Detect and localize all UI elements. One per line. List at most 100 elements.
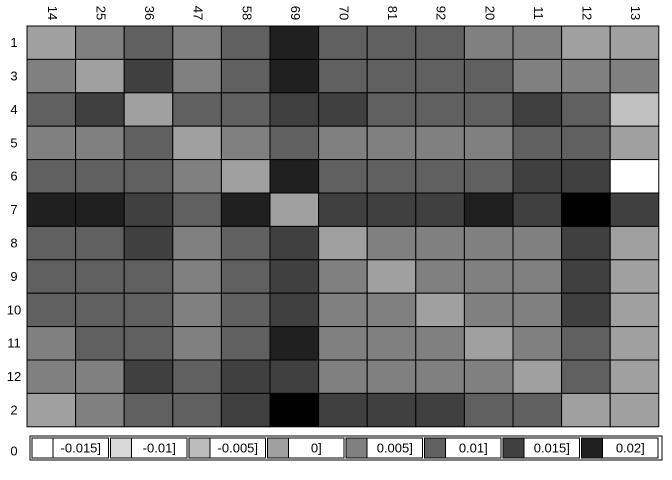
- x-tick-label: 58: [239, 6, 254, 20]
- legend-label: -0.015]: [61, 440, 101, 455]
- heatmap-cell: [269, 392, 320, 428]
- heatmap-cell: [26, 326, 77, 361]
- heatmap-cell: [123, 159, 174, 194]
- legend-label: -0.005]: [218, 440, 258, 455]
- heatmap-cell: [609, 92, 660, 127]
- heatmap-cell: [609, 58, 660, 94]
- heatmap-cell: [75, 159, 125, 194]
- heatmap-cell: [561, 25, 611, 60]
- heatmap-cell: [26, 159, 77, 194]
- legend-label: 0.01]: [459, 440, 488, 455]
- heatmap-cell: [366, 125, 417, 161]
- legend-label: 0.015]: [534, 440, 570, 455]
- legend-label-box: [209, 437, 266, 459]
- heatmap-cell: [318, 225, 368, 261]
- heatmap-cell: [512, 58, 563, 94]
- heatmap-cell: [609, 159, 660, 194]
- legend-label-box: [366, 437, 423, 459]
- heatmap-cell: [415, 25, 465, 60]
- legend-label-box: [523, 437, 580, 459]
- heatmap-cell: [220, 25, 271, 60]
- legend-label-box: [602, 437, 659, 459]
- heatmap-cell: [123, 92, 174, 127]
- heatmap-cell: [609, 225, 660, 261]
- heatmap-cell: [172, 25, 222, 60]
- y-tick-label: 9: [10, 269, 17, 284]
- y-tick-label: 4: [10, 102, 17, 117]
- heatmap-cell: [75, 58, 125, 94]
- legend-swatch: [581, 437, 603, 459]
- heatmap-cells: [26, 25, 660, 428]
- heatmap-cell: [318, 159, 368, 194]
- heatmap-cell: [220, 125, 271, 161]
- heatmap-cell: [123, 392, 174, 428]
- heatmap-cell: [172, 326, 222, 361]
- heatmap-cell: [220, 292, 271, 328]
- x-tick-label: 36: [142, 6, 157, 20]
- x-tick-label: 25: [93, 6, 108, 20]
- heatmap-cell: [220, 225, 271, 261]
- heatmap-cell: [366, 392, 417, 428]
- heatmap-cell: [609, 125, 660, 161]
- heatmap-cell: [220, 192, 271, 227]
- heatmap-cell: [415, 326, 465, 361]
- x-axis-labels: 14 25 36 47 58 69 70 81 92 20 11 12 13: [45, 6, 643, 20]
- heatmap-cell: [463, 292, 514, 328]
- heatmap-cell: [75, 326, 125, 361]
- heatmap-cell: [123, 359, 174, 394]
- x-tick-label: 81: [385, 6, 400, 20]
- heatmap-cell: [269, 259, 320, 294]
- heatmap-cell: [561, 259, 611, 294]
- heatmap-cell: [463, 392, 514, 428]
- heatmap-cell: [561, 326, 611, 361]
- legend-label: 0.02]: [616, 440, 645, 455]
- heatmap-cell: [609, 292, 660, 328]
- heatmap-cell: [512, 225, 563, 261]
- heatmap-cell: [415, 359, 465, 394]
- heatmap-cell: [172, 192, 222, 227]
- x-tick-label: 14: [45, 6, 60, 20]
- heatmap-cell: [75, 192, 125, 227]
- heatmap-cell: [609, 359, 660, 394]
- heatmap-cell: [75, 225, 125, 261]
- heatmap-cell: [220, 392, 271, 428]
- y-axis-labels: 1 3 4 5 6 7 8 9 10 11 12 2: [7, 35, 21, 417]
- x-tick-label: 92: [434, 6, 449, 20]
- heatmap-cell: [220, 326, 271, 361]
- y-tick-label: 8: [10, 236, 17, 251]
- color-legend: -0.015] -0.01] -0.005] 0] 0.005] 0.01] 0.015] 0…: [29, 435, 663, 461]
- legend-swatch: [110, 437, 132, 459]
- heatmap-cell: [269, 58, 320, 94]
- heatmap-cell: [75, 359, 125, 394]
- y-tick-label: 5: [10, 135, 17, 150]
- heatmap-cell: [366, 225, 417, 261]
- heatmap-cell: [269, 326, 320, 361]
- y-tick-label: 3: [10, 69, 17, 84]
- heatmap-cell: [318, 125, 368, 161]
- x-tick-label: 11: [531, 6, 546, 20]
- legend-swatch: [502, 437, 525, 459]
- x-tick-label: 70: [336, 6, 351, 20]
- heatmap-cell: [269, 159, 320, 194]
- heatmap-cell: [26, 92, 77, 127]
- heatmap-cell: [26, 192, 77, 227]
- heatmap-cell: [318, 326, 368, 361]
- heatmap-cell: [75, 25, 125, 60]
- legend-label-box: [288, 437, 345, 459]
- heatmap-cell: [512, 259, 563, 294]
- heatmap-cell: [609, 192, 660, 227]
- heatmap-cell: [172, 58, 222, 94]
- heatmap-cell: [123, 326, 174, 361]
- heatmap-cell: [123, 58, 174, 94]
- heatmap-cell: [415, 92, 465, 127]
- heatmap-cell: [26, 359, 77, 394]
- heatmap-cell: [512, 159, 563, 194]
- heatmap-cell: [415, 125, 465, 161]
- heatmap-cell: [561, 292, 611, 328]
- heatmap-cell: [561, 125, 611, 161]
- heatmap-cell: [561, 392, 611, 428]
- y-tick-label-bottom: 0: [10, 443, 17, 458]
- heatmap-cell: [318, 58, 368, 94]
- heatmap-cell: [415, 159, 465, 194]
- y-tick-label: 1: [10, 35, 17, 50]
